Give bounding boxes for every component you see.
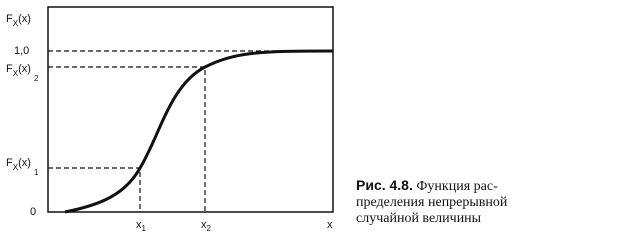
label-part: (x) bbox=[18, 13, 31, 25]
x-label: x1 bbox=[136, 219, 147, 233]
label-part: F bbox=[6, 157, 13, 169]
label-part: (x) bbox=[18, 63, 31, 75]
y-label: FX(x)2 bbox=[6, 63, 39, 83]
label-part: x bbox=[136, 219, 142, 231]
x-label: x bbox=[327, 219, 333, 231]
cdf-curve bbox=[64, 49, 334, 214]
y-label: 0 bbox=[30, 206, 36, 218]
label-part: 2 bbox=[207, 224, 212, 233]
caption-line: пределения непрерывной bbox=[356, 195, 508, 210]
label-part: 1 bbox=[34, 168, 39, 177]
label-part: Функция рас- bbox=[416, 179, 498, 194]
label-part: x bbox=[201, 219, 207, 231]
label-part: 2 bbox=[34, 74, 39, 83]
y-axis-title: FX(x) bbox=[6, 13, 31, 28]
plot-frame bbox=[47, 6, 334, 213]
caption-line: Рис. 4.8. Функция рас- bbox=[356, 177, 498, 194]
label-part: 1 bbox=[142, 224, 147, 233]
label-part: Рис. 4.8. bbox=[356, 177, 413, 193]
caption-line: случайной величины bbox=[356, 211, 482, 226]
label-part: X bbox=[13, 163, 19, 172]
y-label: 1,0 bbox=[14, 45, 29, 57]
label-part: (x) bbox=[18, 157, 31, 169]
label-part: F bbox=[6, 63, 13, 75]
label-part: x bbox=[327, 219, 333, 231]
label-part: X bbox=[13, 19, 19, 28]
label-part: F bbox=[6, 13, 13, 25]
x-label: x2 bbox=[201, 219, 212, 233]
label-part: X bbox=[13, 69, 19, 78]
y-label: FX(x)1 bbox=[6, 157, 39, 177]
